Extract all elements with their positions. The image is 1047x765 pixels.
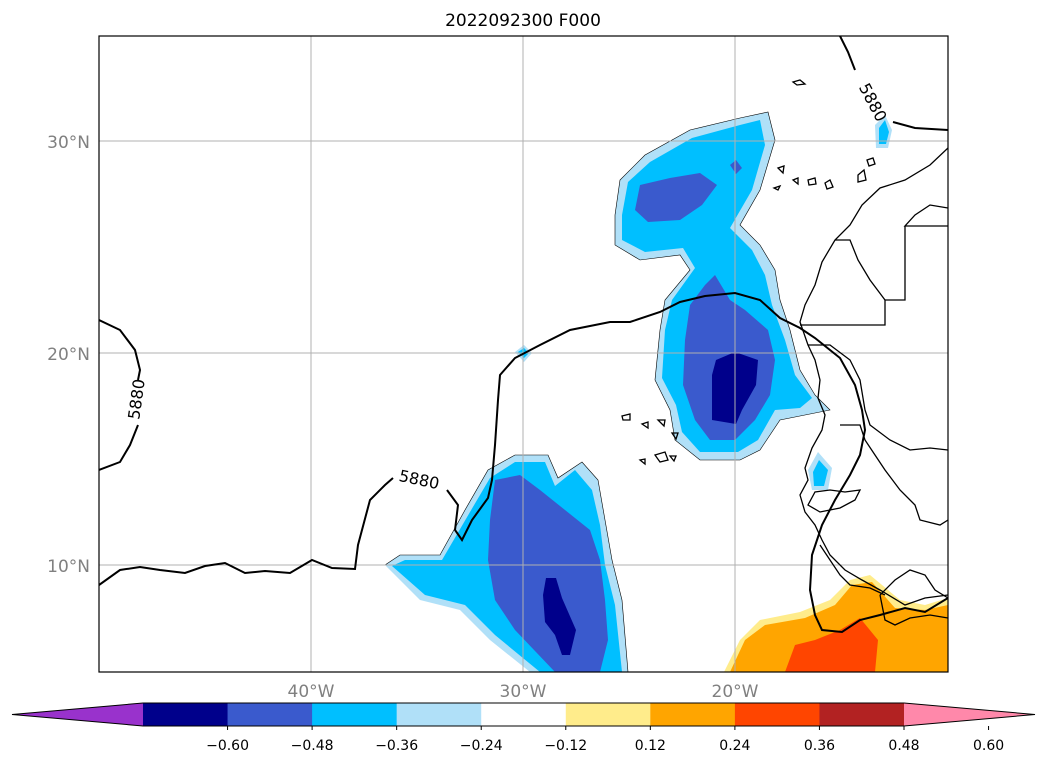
lat-label-30n: 30°N: [47, 133, 90, 153]
map-area: [99, 36, 948, 672]
colorbar-tick-label: 0.24: [719, 738, 750, 754]
colorbar-tick-label: 0.12: [635, 738, 666, 754]
islands: [621, 79, 876, 466]
colorbar-outline: [11, 702, 1036, 727]
colorbar-tick-label: 0.60: [973, 738, 1004, 754]
lat-label-20n: 20°N: [47, 345, 90, 365]
coastlines: [799, 147, 948, 626]
colorbar-box: [396, 703, 482, 726]
colorbar-tick-label: −0.36: [375, 738, 418, 754]
colorbar-extend-high: [904, 703, 1035, 726]
negative-anomaly-south: [385, 455, 628, 672]
colorbar-tick-label: 0.36: [804, 738, 835, 754]
map-frame: [98, 35, 949, 673]
colorbar-tick-label: −0.12: [544, 738, 587, 754]
colorbar-box: [734, 703, 820, 726]
lon-label-20w: 20°W: [712, 682, 759, 702]
colorbar-tick-label: −0.24: [460, 738, 503, 754]
colorbar-tick-label: 0.48: [888, 738, 919, 754]
colorbar-tick-label: −0.48: [291, 738, 334, 754]
colorbar-box: [227, 703, 313, 726]
colorbar-box: [565, 703, 651, 726]
lon-label-40w: 40°W: [288, 682, 335, 702]
colorbar-extend-low: [12, 703, 143, 726]
positive-anomaly-region: [724, 575, 948, 672]
colorbar-box: [312, 703, 398, 726]
colorbar-tick-label: −0.60: [206, 738, 249, 754]
colorbar-box: [143, 703, 229, 726]
lat-label-10n: 10°N: [47, 557, 90, 577]
colorbar-box: [819, 703, 905, 726]
colorbar-box: [481, 703, 567, 726]
colorbar: −0.60 −0.48 −0.36 −0.24 −0.12 0.12 0.24 0.36 0.4…: [11, 702, 1036, 754]
contour-5880: [99, 36, 948, 634]
colorbar-box: [650, 703, 736, 726]
gridlines: [99, 36, 948, 672]
map-title: 2022092300 F000: [445, 11, 601, 31]
lon-label-30w: 30°W: [500, 682, 547, 702]
